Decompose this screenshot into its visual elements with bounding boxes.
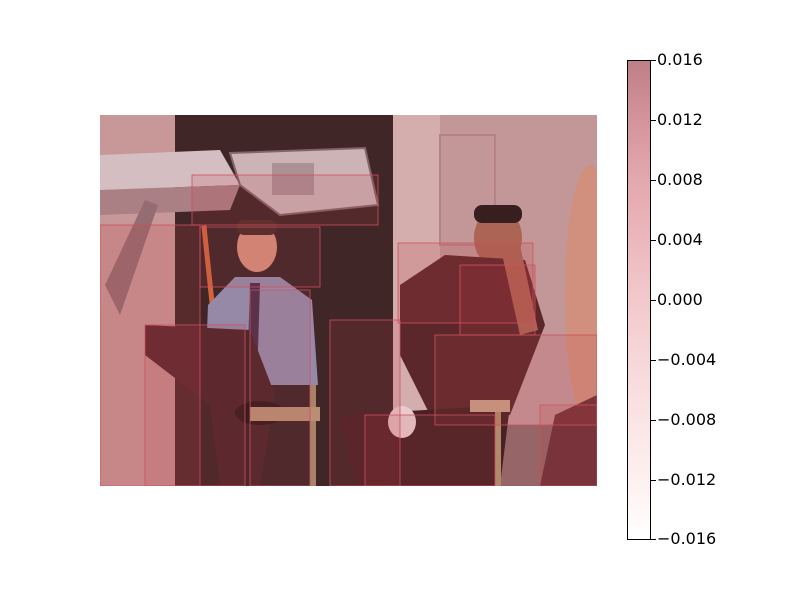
chair2-seat: [470, 400, 510, 412]
colorbar: [627, 60, 651, 540]
person2-arm: [500, 245, 538, 335]
colorbar-tick: [651, 240, 656, 241]
colorbar-tick-label: 0.000: [657, 290, 703, 309]
colorbar-tick: [651, 120, 656, 121]
colorbar-tick-label: 0.016: [657, 50, 703, 69]
overlay-region: [199, 226, 321, 288]
colorbar-tick-label: −0.004: [657, 350, 717, 369]
colorbar-tick-label: −0.012: [657, 470, 717, 489]
overlay-region: [144, 324, 246, 486]
colorbar-tick: [651, 420, 656, 421]
table-legs: [105, 200, 158, 315]
overlay-region: [191, 174, 379, 226]
heatmap-photo: [100, 115, 597, 486]
person3-arm: [565, 165, 597, 425]
colorbar-tick-label: 0.008: [657, 170, 703, 189]
person2-hair: [474, 205, 522, 223]
person1-legs: [145, 325, 275, 486]
overlay-region: [539, 404, 597, 486]
chair1-seat: [250, 407, 320, 421]
overlay-region: [364, 414, 496, 486]
overlay-region: [434, 334, 597, 426]
colorbar-tick: [651, 180, 656, 181]
overlay-region: [100, 115, 597, 486]
chair2-leg: [495, 405, 501, 486]
heatmap-overlay: [100, 115, 597, 486]
table-top: [100, 150, 240, 190]
colorbar-tick-label: −0.008: [657, 410, 717, 429]
table-underside: [100, 185, 240, 215]
person3-clothing: [540, 395, 597, 486]
colorbar-tick: [651, 360, 656, 361]
overlay-region: [100, 224, 201, 486]
overlay-region: [249, 289, 311, 486]
colorbar-tick: [651, 60, 656, 61]
colorbar-tick: [651, 539, 656, 540]
colorbar-tick-label: 0.012: [657, 110, 703, 129]
overlay-region: [397, 242, 534, 324]
colorbar-tick: [651, 300, 656, 301]
colorbar-tick: [651, 480, 656, 481]
projector-lens-panel: [272, 163, 314, 195]
colorbar-tick-label: 0.004: [657, 230, 703, 249]
wall-panel: [439, 134, 496, 246]
chair1-leg: [310, 385, 316, 486]
colorbar-tick-label: −0.016: [657, 529, 717, 548]
person2-cup: [388, 406, 416, 438]
person1-hair: [237, 220, 277, 235]
overlay-region: [459, 264, 536, 336]
